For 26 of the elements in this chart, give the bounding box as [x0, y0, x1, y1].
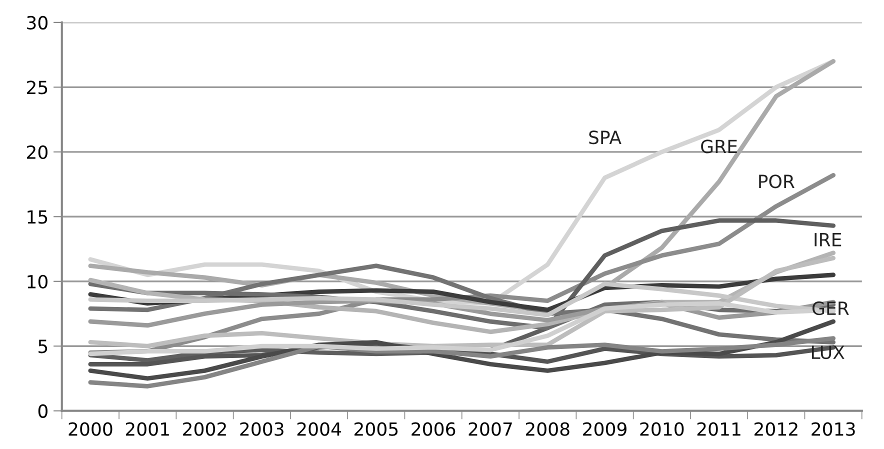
x-tick-label: 2012 — [754, 422, 798, 436]
x-tick-label: 2008 — [526, 422, 570, 436]
x-tick-label: 2000 — [68, 422, 112, 436]
y-tick-label: 20 — [27, 145, 48, 160]
x-tick-label: 2001 — [126, 422, 169, 436]
y-tick-label: 0 — [38, 404, 48, 418]
x-tick-label: 2003 — [240, 422, 284, 436]
series-label: GRE — [701, 140, 737, 154]
x-tick-label: 2006 — [412, 422, 456, 436]
series-label: IRE — [814, 233, 842, 246]
x-tick-label: 2011 — [697, 422, 740, 436]
x-tick-label: 2013 — [812, 422, 855, 436]
x-tick-label: 2005 — [354, 422, 398, 436]
x-tick-label: 2010 — [640, 422, 684, 436]
series-label: POR — [759, 174, 794, 188]
series-label: GER — [812, 301, 849, 316]
series-label: SPA — [589, 130, 622, 144]
y-tick-label: 25 — [27, 80, 48, 94]
x-tick-label: 2004 — [297, 422, 341, 436]
y-tick-label: 5 — [38, 340, 48, 354]
y-tick-label: 30 — [27, 16, 48, 30]
x-tick-label: 2002 — [183, 422, 226, 436]
x-tick-label: 2009 — [583, 422, 626, 436]
y-tick-label: 10 — [28, 274, 48, 288]
x-tick-label: 2007 — [468, 422, 512, 436]
y-tick-label: 15 — [28, 210, 48, 224]
